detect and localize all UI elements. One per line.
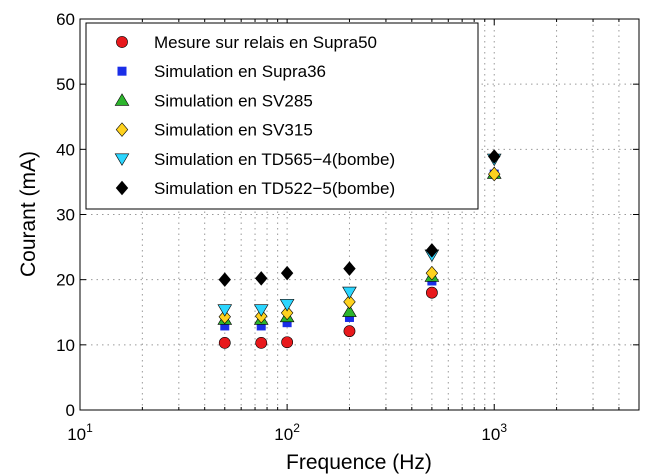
data-point-series-4 [218, 309, 231, 325]
data-point-series-1 [425, 286, 438, 299]
data-point-series-6 [280, 265, 294, 281]
x-tick-label: 101 [67, 421, 93, 444]
data-point-series-1 [343, 325, 356, 338]
x-tick-label: 103 [481, 421, 507, 444]
y-tick-label: 40 [56, 140, 75, 159]
legend-label: Simulation en SV315 [154, 121, 313, 140]
legend-marker [114, 153, 130, 166]
y-tick-label: 60 [56, 10, 75, 29]
data-point-series-5 [342, 286, 357, 300]
legend-label: Simulation en TD522−5(bombe) [154, 179, 395, 198]
legend-label: Simulation en TD565−4(bombe) [154, 150, 395, 169]
data-point-series-6 [488, 149, 501, 164]
y-tick-label: 10 [56, 336, 75, 355]
data-point-series-5 [279, 299, 295, 312]
data-point-series-6 [425, 243, 439, 258]
legend-marker [115, 180, 129, 196]
y-tick-label: 20 [56, 271, 75, 290]
y-tick-label: 30 [56, 206, 75, 225]
data-point-series-1 [218, 336, 231, 349]
data-point-series-6 [343, 261, 356, 276]
data-point-series-6 [218, 272, 231, 287]
y-tick-label: 0 [66, 401, 75, 420]
legend-marker [116, 36, 128, 48]
marker-layer [217, 149, 502, 349]
data-point-series-4 [425, 265, 439, 281]
tick-layer: 0 10 20 30 40 50 60 101 102 103 [56, 10, 640, 444]
y-axis-label: Courant (mA) [17, 151, 40, 277]
data-point-series-5 [217, 304, 233, 317]
data-point-series-1 [255, 336, 268, 349]
data-point-series-4 [488, 166, 501, 182]
legend-marker [114, 93, 130, 106]
y-tick-label: 50 [56, 75, 75, 94]
legend-marker [115, 122, 129, 137]
x-axis-label: Frequence (Hz) [286, 451, 432, 474]
data-point-series-4 [280, 305, 294, 321]
legend: Mesure sur relais en Supra50 Simulation e… [85, 22, 479, 210]
x-tick-label: 102 [274, 421, 300, 444]
legend-box [85, 22, 479, 210]
legend-marker [117, 66, 127, 76]
legend-label: Mesure sur relais en Supra50 [154, 33, 377, 52]
data-point-series-5 [253, 304, 269, 317]
data-point-series-1 [281, 336, 294, 349]
legend-label: Simulation en SV285 [154, 91, 313, 110]
data-point-series-4 [343, 294, 356, 310]
data-point-series-3 [342, 304, 357, 317]
data-point-series-6 [255, 271, 268, 286]
legend-label: Simulation en Supra36 [154, 62, 326, 81]
